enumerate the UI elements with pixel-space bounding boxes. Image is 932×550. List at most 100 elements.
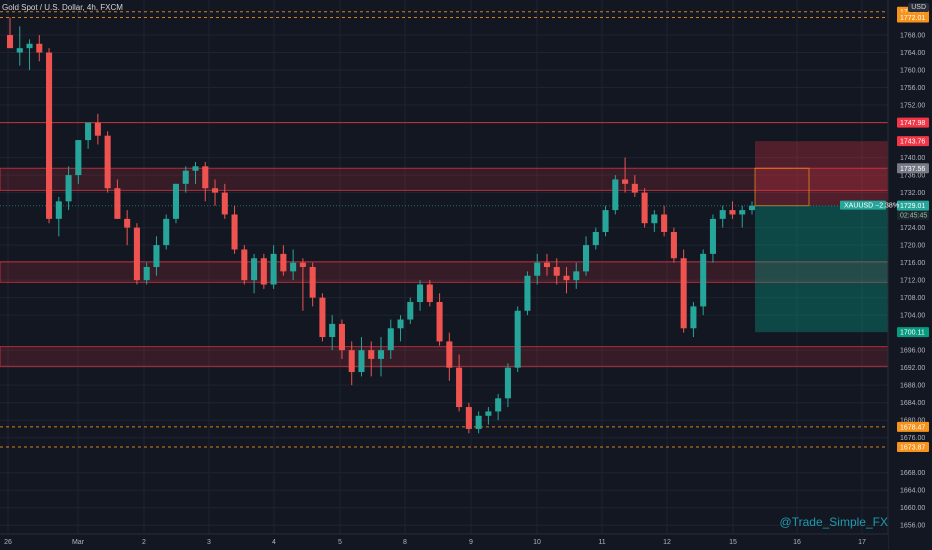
candle-body — [16, 48, 23, 53]
zone-rect — [0, 346, 889, 367]
candle-body — [46, 52, 53, 219]
candle-body — [475, 415, 482, 429]
candle-body — [407, 302, 414, 320]
price-tag-text: 1737.56 — [900, 166, 925, 173]
candle-body — [612, 179, 619, 211]
candle-body — [582, 245, 590, 272]
chart-title: Gold Spot / U.S. Dollar, 4h, FXCM — [2, 3, 123, 12]
time-axis-label: 2 — [142, 539, 146, 546]
time-axis-label: 4 — [272, 539, 276, 546]
candle-body — [36, 43, 43, 53]
price-axis-label: 1680.00 — [900, 418, 925, 425]
time-axis-label: 12 — [663, 539, 671, 546]
countdown-text: 02:45:45 — [900, 213, 927, 220]
candle-body — [465, 407, 472, 429]
small-zone-box — [754, 167, 810, 207]
candle-body — [202, 166, 209, 189]
candle-body — [602, 210, 609, 232]
price-axis-panel — [888, 0, 932, 550]
price-tag-1737: 1737.56 — [897, 163, 929, 174]
candle-body — [358, 350, 365, 373]
candle-body — [690, 306, 697, 329]
watermark: @Trade_Simple_FX — [779, 515, 888, 529]
candle-body — [221, 192, 228, 215]
time-axis-label: 16 — [793, 539, 801, 546]
candle-body — [143, 267, 150, 281]
time-axis-panel — [0, 534, 888, 550]
candle-body — [661, 214, 668, 232]
price-axis-label: 1664.00 — [900, 488, 925, 495]
take-profit-area — [755, 205, 888, 333]
price-axis-label: 1720.00 — [900, 243, 925, 250]
price-tag-text: 1700.11 — [900, 330, 925, 337]
zone-rect — [0, 261, 889, 283]
price-axis-label: 1692.00 — [900, 365, 925, 372]
candle-body — [153, 245, 160, 267]
price-tag-bg — [897, 12, 929, 23]
currency-badge[interactable]: USD — [908, 3, 929, 12]
price-tag-1678: 1678.47 — [897, 421, 929, 432]
candle-body — [729, 210, 736, 215]
candle-body — [251, 258, 258, 281]
candle-body — [124, 218, 131, 228]
candle-body — [524, 275, 531, 311]
time-axis-label: 17 — [858, 539, 866, 546]
candle-body — [436, 302, 443, 342]
price-axis-label: 1712.00 — [900, 278, 925, 285]
candle-body — [641, 192, 648, 224]
price-axis-label: 1752.00 — [900, 103, 925, 110]
price-tag-bg — [897, 136, 929, 147]
candle-body — [514, 310, 521, 368]
time-axis-label: 26 — [4, 539, 12, 546]
candle-body — [377, 350, 385, 359]
candle-body — [368, 350, 375, 359]
price-axis-label: 1768.00 — [900, 33, 925, 40]
candle-body — [592, 231, 599, 246]
candle-body — [94, 122, 101, 136]
time-axis-label: 10 — [533, 539, 541, 546]
price-axis-label: 1764.00 — [900, 50, 925, 57]
candle-body — [75, 140, 82, 176]
price-axis-label: 1756.00 — [900, 85, 925, 92]
price-axis-label: 1724.00 — [900, 225, 925, 232]
candle-body — [417, 284, 424, 303]
price-tag-text: 1747.98 — [900, 120, 925, 127]
price-tag-bg — [897, 327, 929, 338]
candle-body — [211, 188, 219, 193]
symbol-label-bg — [840, 200, 886, 210]
stop-loss-area — [755, 141, 888, 206]
candle-body — [456, 367, 463, 408]
candle-body — [622, 179, 629, 184]
candle-body — [309, 267, 316, 298]
price-tag-bg — [897, 117, 929, 128]
time-axis-label: 8 — [403, 539, 407, 546]
candle-body — [504, 367, 511, 399]
candle-body — [182, 170, 189, 184]
time-axis-label: Mar — [72, 539, 85, 546]
candle-body — [709, 218, 716, 254]
candle-body — [55, 201, 62, 219]
price-tag-1700: 1700.11 — [897, 327, 929, 338]
candle-body — [631, 183, 638, 193]
price-tag-bg — [897, 200, 929, 211]
price-tag-text: 1729.01 — [900, 203, 925, 210]
candle-body — [680, 258, 687, 329]
candle-body — [426, 284, 433, 303]
price-axis-label: 1696.00 — [900, 348, 925, 355]
candle-body — [290, 262, 297, 272]
price-tag-1743: 1743.76 — [897, 136, 929, 147]
price-axis-label: 1660.00 — [900, 505, 925, 512]
price-tag-1673: 1673.87 — [897, 442, 929, 453]
candle-body — [495, 398, 502, 412]
price-axis-label: 1740.00 — [900, 155, 925, 162]
price-tag-text: 1678.47 — [900, 424, 925, 431]
price-axis-label: 1676.00 — [900, 435, 925, 442]
candle-body — [553, 267, 560, 276]
candle-body — [338, 323, 345, 351]
price-axis-label: 1732.00 — [900, 190, 925, 197]
price-tag-1747: 1747.98 — [897, 117, 929, 128]
candle-body — [85, 122, 92, 141]
